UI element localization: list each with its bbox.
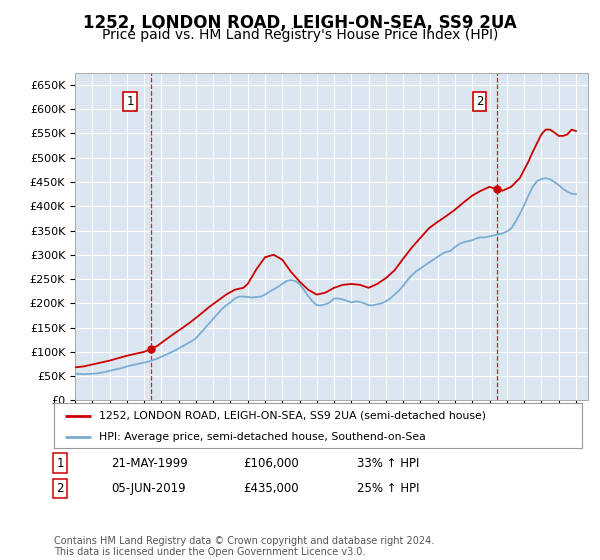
Text: 2: 2	[476, 95, 484, 109]
Text: 2: 2	[56, 482, 64, 495]
Text: £435,000: £435,000	[243, 482, 299, 495]
Text: Contains HM Land Registry data © Crown copyright and database right 2024.
This d: Contains HM Land Registry data © Crown c…	[54, 535, 434, 557]
Text: 1252, LONDON ROAD, LEIGH-ON-SEA, SS9 2UA: 1252, LONDON ROAD, LEIGH-ON-SEA, SS9 2UA	[83, 14, 517, 32]
Text: 05-JUN-2019: 05-JUN-2019	[111, 482, 185, 495]
Text: 21-MAY-1999: 21-MAY-1999	[111, 456, 188, 470]
Text: 1: 1	[56, 456, 64, 470]
Text: £106,000: £106,000	[243, 456, 299, 470]
Text: 1: 1	[126, 95, 134, 109]
Text: 33% ↑ HPI: 33% ↑ HPI	[357, 456, 419, 470]
Text: Price paid vs. HM Land Registry's House Price Index (HPI): Price paid vs. HM Land Registry's House …	[102, 28, 498, 42]
Text: 1252, LONDON ROAD, LEIGH-ON-SEA, SS9 2UA (semi-detached house): 1252, LONDON ROAD, LEIGH-ON-SEA, SS9 2UA…	[99, 410, 486, 421]
Text: 25% ↑ HPI: 25% ↑ HPI	[357, 482, 419, 495]
Text: HPI: Average price, semi-detached house, Southend-on-Sea: HPI: Average price, semi-detached house,…	[99, 432, 425, 442]
